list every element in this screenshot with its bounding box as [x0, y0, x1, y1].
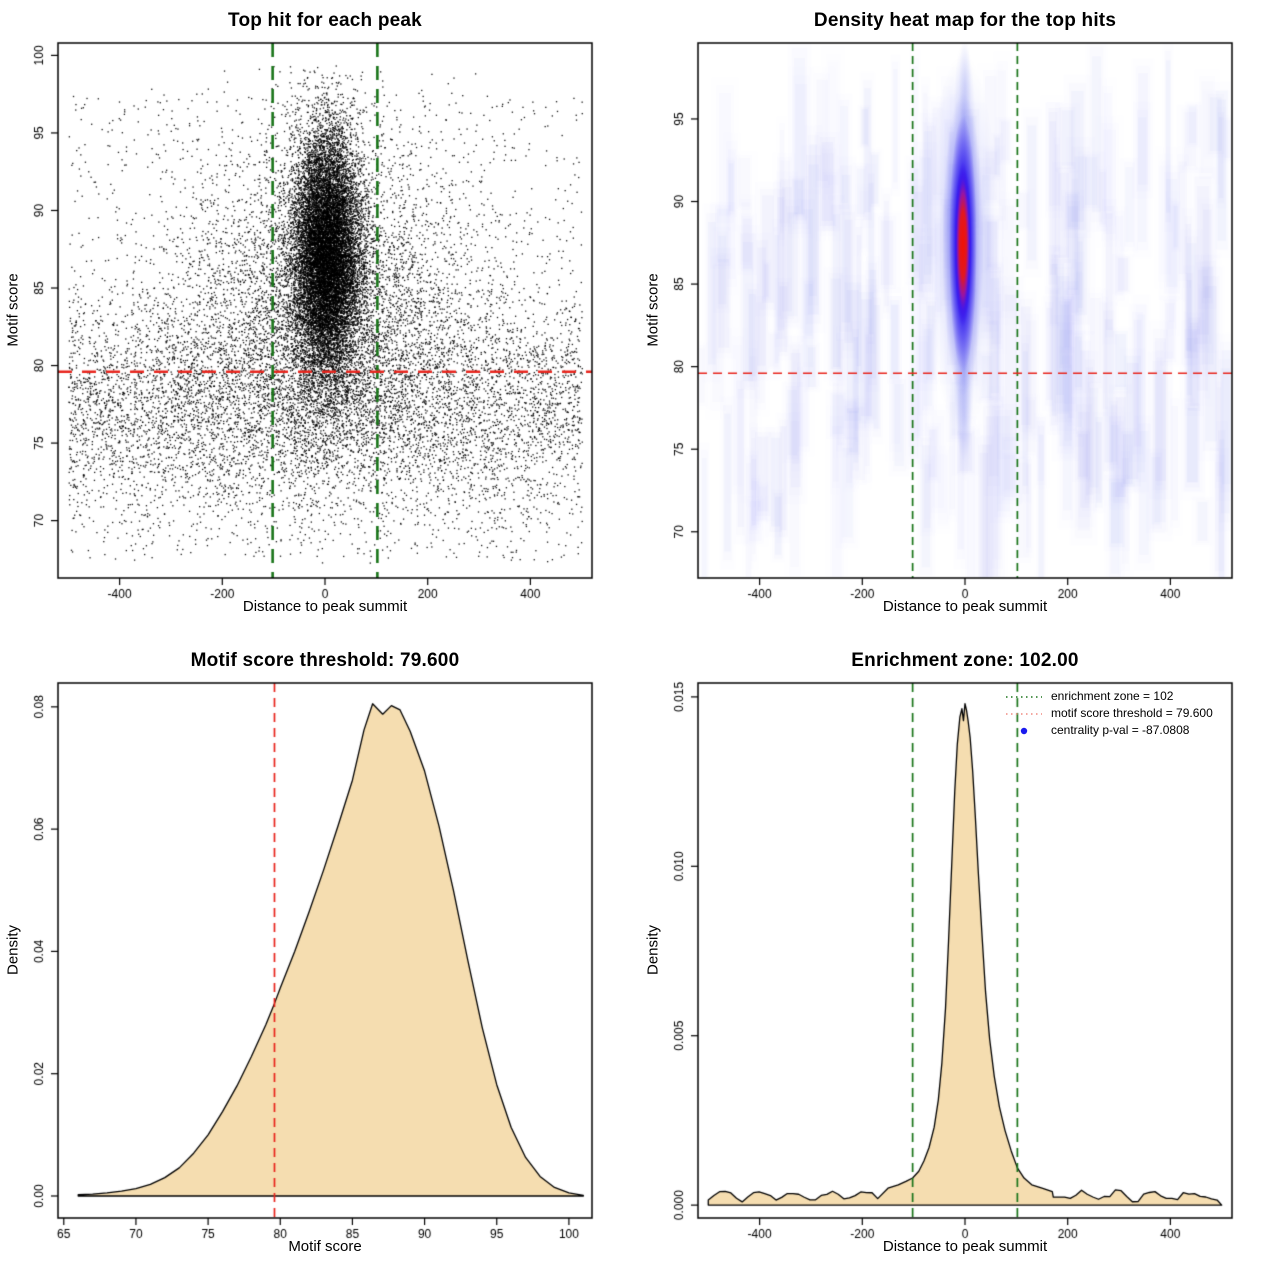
scatter-x-axis-label: Distance to peak summit: [242, 598, 408, 615]
legend-entry-motif-score-threshold: motif score threshold = 79.600: [1004, 705, 1213, 722]
position-density-plot-canvas: [640, 640, 1280, 1280]
scatter-title: Top hit for each peak: [228, 10, 422, 31]
score-density-y-axis-label: Density: [4, 924, 22, 976]
score-density-plot-canvas: [0, 640, 640, 1280]
heatmap-plot-canvas: [640, 0, 1280, 640]
score-density-title: Motif score threshold: 79.600: [190, 650, 460, 671]
blue-point-icon: [1004, 727, 1044, 735]
legend-entry-enrichment-zone: enrichment zone = 102: [1004, 688, 1213, 705]
legend-entry-label: enrichment zone = 102: [1051, 689, 1174, 703]
position-density-x-axis-label: Distance to peak summit: [882, 1238, 1048, 1255]
panel-heatmap: Density heat map for the top hits Distan…: [640, 0, 1280, 640]
red-dotted-line-icon: [1004, 711, 1044, 717]
legend-entry-label: motif score threshold = 79.600: [1051, 706, 1213, 720]
legend: enrichment zone = 102 motif score thresh…: [1004, 688, 1213, 739]
scatter-y-axis-label: Motif score: [4, 273, 22, 347]
heatmap-y-axis-label: Motif score: [644, 273, 662, 347]
heatmap-title: Density heat map for the top hits: [813, 10, 1117, 31]
legend-entry-centrality-pval: centrality p-val = -87.0808: [1004, 722, 1213, 739]
legend-entry-label: centrality p-val = -87.0808: [1051, 723, 1190, 737]
score-density-x-axis-label: Motif score: [288, 1238, 362, 1255]
scatter-plot-canvas: [0, 0, 640, 640]
panel-position-density: Enrichment zone: 102.00 Distance to peak…: [640, 640, 1280, 1280]
position-density-y-axis-label: Density: [644, 924, 662, 976]
heatmap-x-axis-label: Distance to peak summit: [882, 598, 1048, 615]
panel-score-density: Motif score threshold: 79.600 Motif scor…: [0, 640, 640, 1280]
green-dotted-line-icon: [1004, 694, 1044, 700]
panel-scatter: Top hit for each peak Distance to peak s…: [0, 0, 640, 640]
position-density-title: Enrichment zone: 102.00: [851, 650, 1079, 671]
